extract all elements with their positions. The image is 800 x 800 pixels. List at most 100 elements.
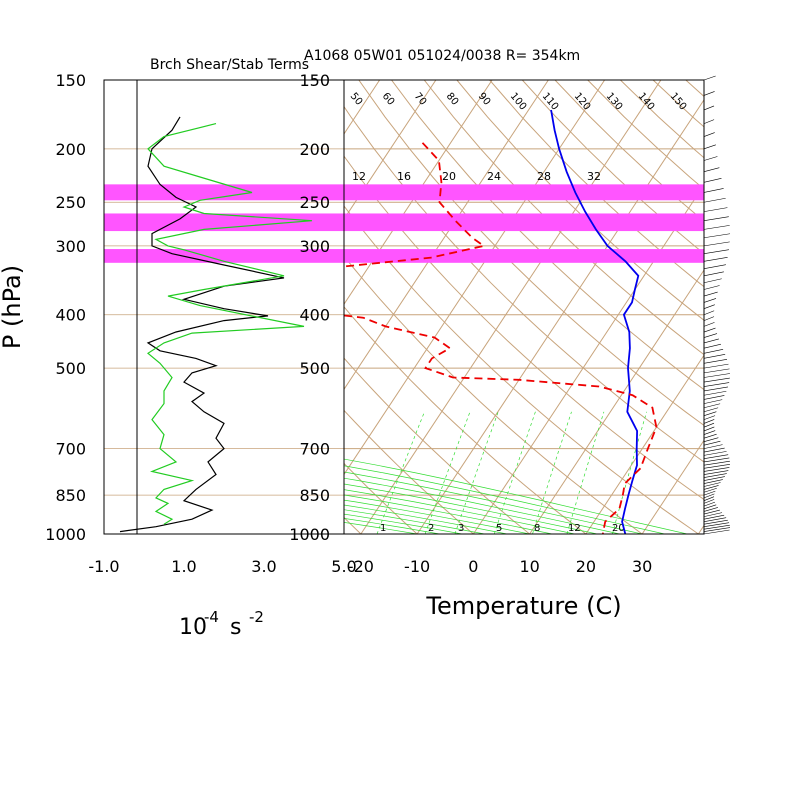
wind-barb [703, 338, 719, 344]
dry-adiabat [344, 255, 643, 534]
left-x-tick: -1.0 [88, 557, 119, 576]
left-x-tick: 3.0 [251, 557, 276, 576]
wind-barb [703, 499, 715, 504]
wind-barb [703, 395, 725, 400]
wind-barb [703, 197, 726, 203]
wind-barb [703, 207, 728, 212]
wind-barb [703, 512, 723, 517]
left-series-green [146, 123, 313, 525]
wind-barb [703, 373, 731, 378]
wind-barb [703, 490, 716, 496]
wind-barb [703, 419, 715, 424]
wind-barb [703, 482, 721, 487]
moist-adiabat [344, 499, 530, 534]
wind-barb [703, 225, 730, 230]
wind-barb [703, 517, 727, 523]
dry-adiabat [344, 155, 704, 501]
wind-barb [703, 493, 715, 499]
wind-barb [703, 509, 720, 515]
right-pressure-tick: 200 [299, 140, 330, 159]
wind-barb [703, 519, 728, 525]
wind-barb [703, 399, 723, 404]
sounding-dewpoint [344, 142, 658, 534]
wind-barb [703, 454, 729, 459]
mixing-ratio-line [532, 411, 572, 534]
wind-barb [703, 349, 724, 354]
temperature-x-tick: -10 [404, 557, 430, 576]
isotherm [416, 98, 704, 534]
right-series [344, 109, 658, 534]
wind-barb [703, 358, 728, 364]
moist-label: 12 [352, 170, 366, 183]
wind-barb [703, 507, 718, 512]
dry-adiabat [344, 205, 699, 534]
y-axis-label: P (hPa) [0, 265, 26, 349]
mixing-ratio-label: 8 [534, 523, 540, 534]
moist-adiabat [344, 522, 418, 534]
wind-barb [703, 91, 715, 96]
wind-barb [703, 216, 729, 221]
wind-barb [703, 529, 730, 535]
wind-barb [703, 403, 721, 409]
temperature-axis-label: Temperature (C) [425, 592, 621, 620]
wind-barb [703, 264, 726, 269]
wind-barb [703, 411, 717, 416]
wind-barb [703, 278, 722, 284]
wind-barb [703, 467, 730, 472]
left-series [119, 116, 313, 533]
wind-barb [703, 496, 715, 501]
left-series-black [119, 116, 285, 533]
highlight-bands [104, 184, 704, 263]
dry-adiabat [344, 462, 418, 534]
isotherm [344, 80, 437, 220]
dry-adiabat [358, 80, 704, 427]
wind-barb [703, 473, 727, 478]
wind-barb [703, 382, 730, 387]
temperature-x-tick: -20 [348, 557, 374, 576]
wind-barb [703, 447, 725, 453]
left-pressure-tick: 150 [55, 71, 86, 90]
dry-adiabat [521, 80, 704, 255]
wind-barb [703, 514, 725, 520]
right-pressure-tick: 500 [299, 359, 330, 378]
wind-barb [703, 407, 719, 413]
left-pressure-tick: 400 [55, 306, 86, 325]
wind-barb [703, 487, 717, 493]
moist-adiabat [344, 458, 688, 534]
svg-text:-4: -4 [204, 608, 219, 626]
sounding-temperature [550, 109, 640, 534]
left-x-tick: 1.0 [171, 557, 196, 576]
mixing-ratio-line [493, 411, 536, 534]
wind-barb [703, 327, 716, 333]
right-pressure-tick: 700 [299, 440, 330, 459]
wind-barb [703, 527, 731, 532]
wind-barb [703, 437, 719, 442]
wind-barb [703, 322, 715, 327]
svg-text:s: s [230, 615, 241, 640]
temperature-x-tick: 30 [632, 557, 652, 576]
highlight-band [104, 184, 704, 201]
wind-barb [703, 119, 715, 124]
wind-barb [703, 304, 715, 309]
highlight-band [104, 213, 704, 232]
wind-barb [703, 144, 716, 150]
wind-barb [703, 368, 730, 374]
left-pressure-tick: 500 [55, 359, 86, 378]
wind-barb [703, 354, 726, 359]
isotherm [472, 184, 704, 534]
mixing-ratio-label: 12 [568, 523, 581, 534]
wind-barb [703, 333, 718, 338]
left-pressure-tick: 300 [55, 237, 86, 256]
mixing-ratio-label: 1 [380, 523, 386, 534]
wind-barb [703, 291, 718, 297]
wind-barb [703, 298, 717, 303]
right-pressure-tick: 250 [299, 193, 330, 212]
moist-label: 20 [442, 170, 456, 183]
mixing-ratio-label: 2 [428, 523, 434, 534]
mixing-ratio-label: 3 [458, 523, 464, 534]
wind-barb [703, 444, 723, 449]
wind-barb [703, 430, 716, 435]
dry-adiabat [456, 80, 704, 321]
isotherm [529, 269, 704, 534]
